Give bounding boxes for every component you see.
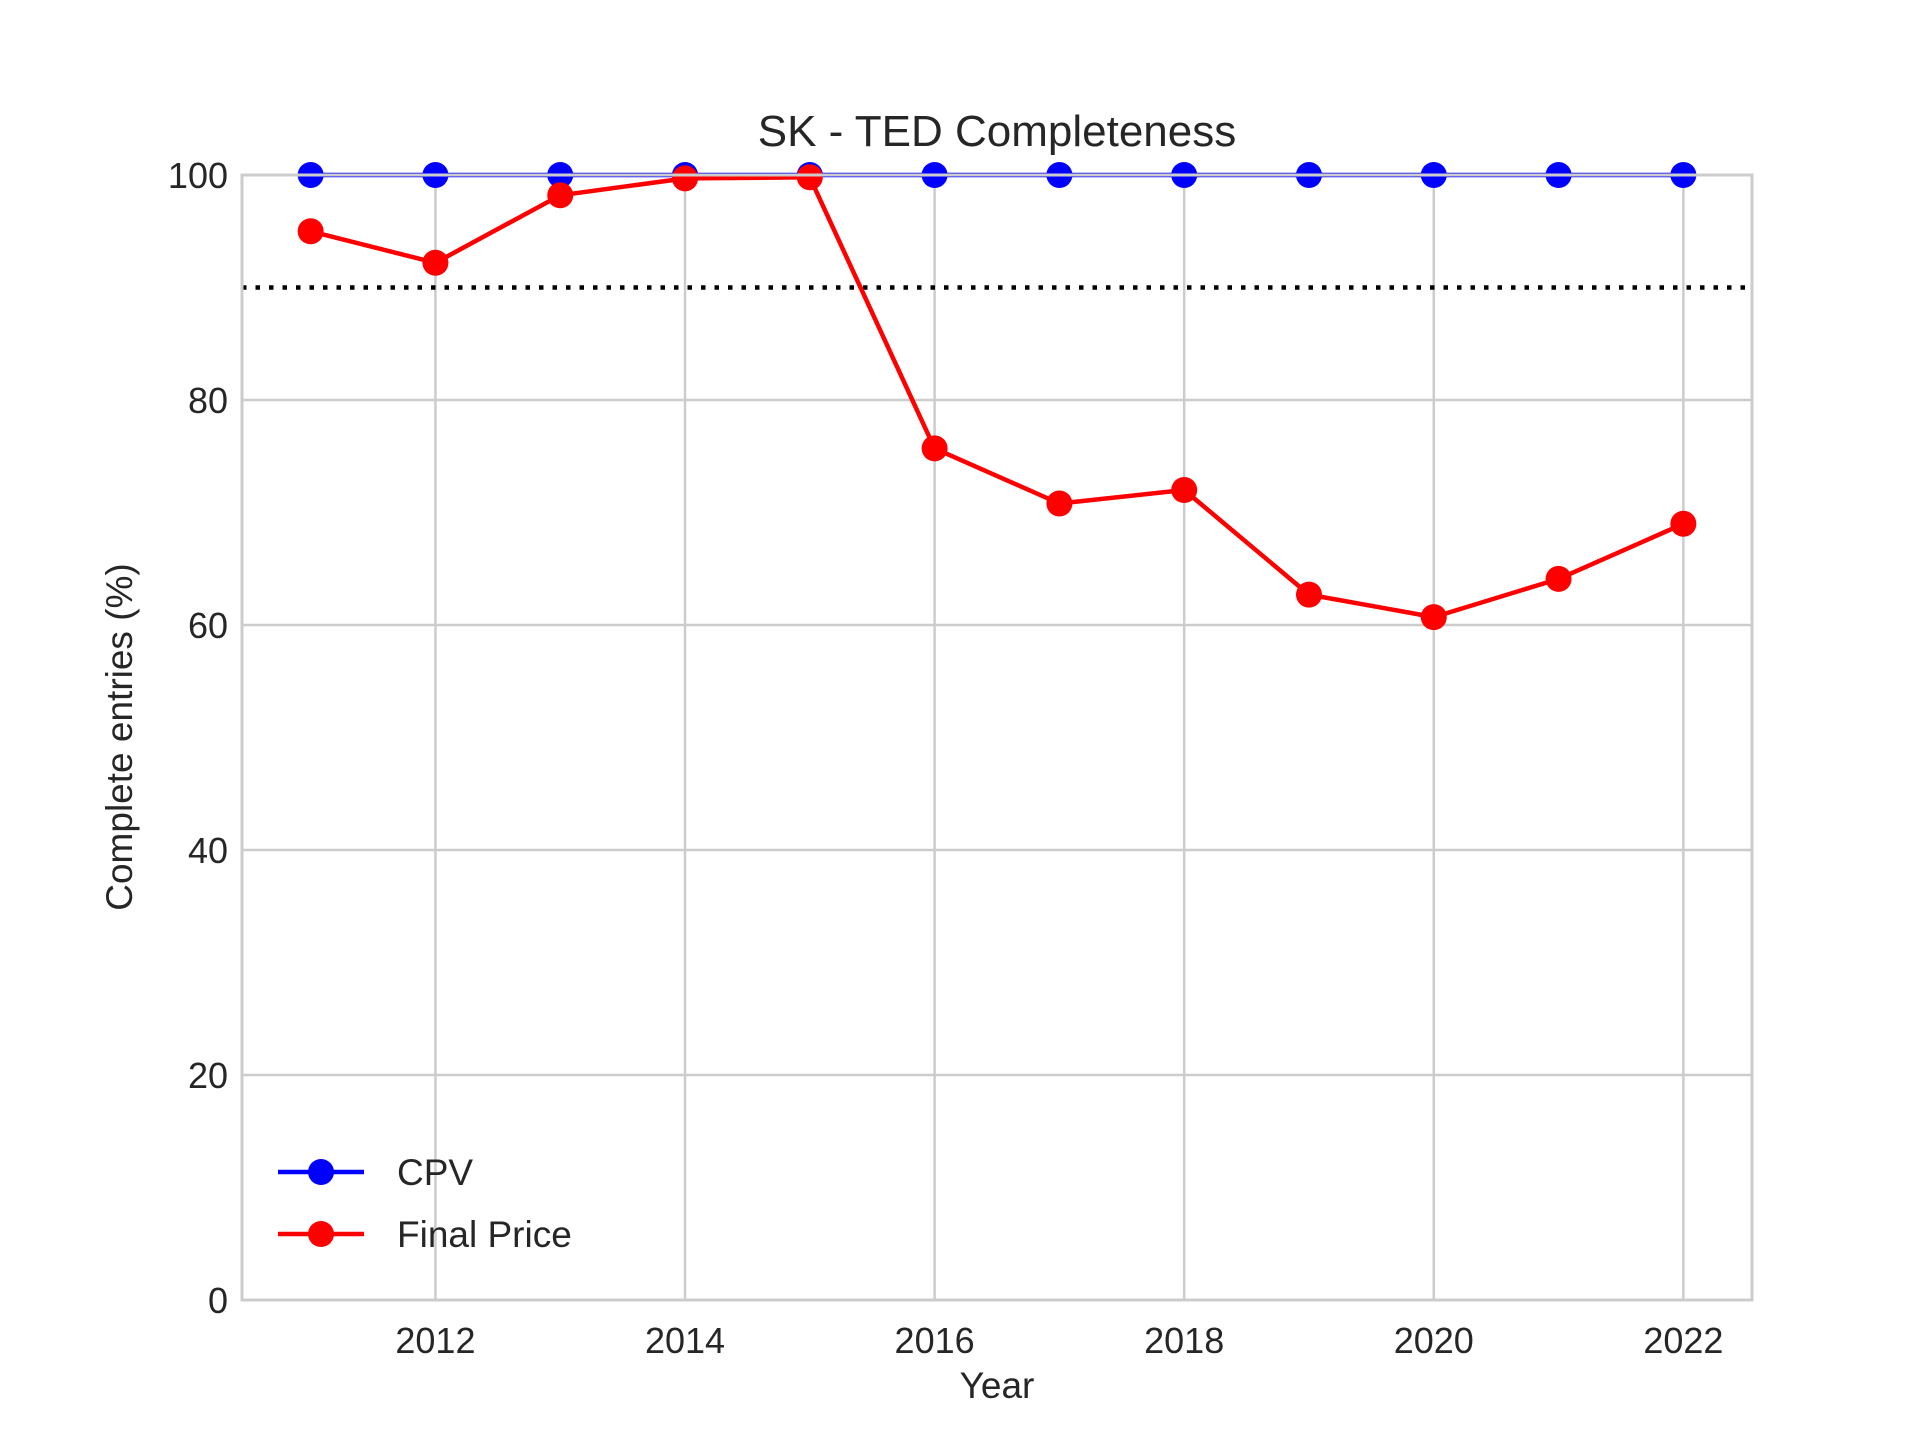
x-tick-label: 2014 [645,1320,725,1361]
y-axis-label: Complete entries (%) [99,563,140,911]
y-tick-label: 20 [188,1055,228,1096]
legend-item: CPV [278,1152,473,1193]
series-group [297,162,1697,631]
data-point [422,249,449,276]
x-tick-label: 2016 [895,1320,975,1361]
series-line [310,175,1685,620]
legend-item: Final Price [278,1214,572,1255]
y-tick-label: 100 [168,155,228,196]
x-tick-label: 2018 [1144,1320,1224,1361]
legend-marker [308,1159,334,1185]
y-tick-label: 80 [188,380,228,421]
series-final-price [297,164,1697,631]
tick-labels: 2012 2014 2016 2018 2020 2022 0 20 40 60 80 100 [168,155,1723,1361]
data-point [547,182,574,209]
x-tick-label: 2020 [1394,1320,1474,1361]
data-point [672,165,699,192]
legend-marker [308,1221,334,1247]
legend-label: CPV [397,1152,473,1193]
legend: CPV Final Price [278,1152,572,1255]
y-tick-label: 40 [188,830,228,871]
data-point [1046,490,1073,517]
x-axis-label: Year [960,1365,1035,1406]
y-tick-label: 60 [188,605,228,646]
x-tick-label: 2022 [1643,1320,1723,1361]
data-point [1420,604,1447,631]
data-point [1545,565,1572,592]
y-tick-label: 0 [208,1280,228,1321]
legend-label: Final Price [397,1214,572,1255]
data-point [796,164,823,191]
x-tick-label: 2012 [395,1320,475,1361]
chart-title: SK - TED Completeness [758,107,1236,156]
data-point [297,218,324,245]
data-point [1295,581,1322,608]
data-point [1171,477,1198,503]
plot-frame [240,173,1754,1302]
data-point [1670,510,1697,537]
data-point [921,435,948,462]
grid [242,173,1752,1302]
